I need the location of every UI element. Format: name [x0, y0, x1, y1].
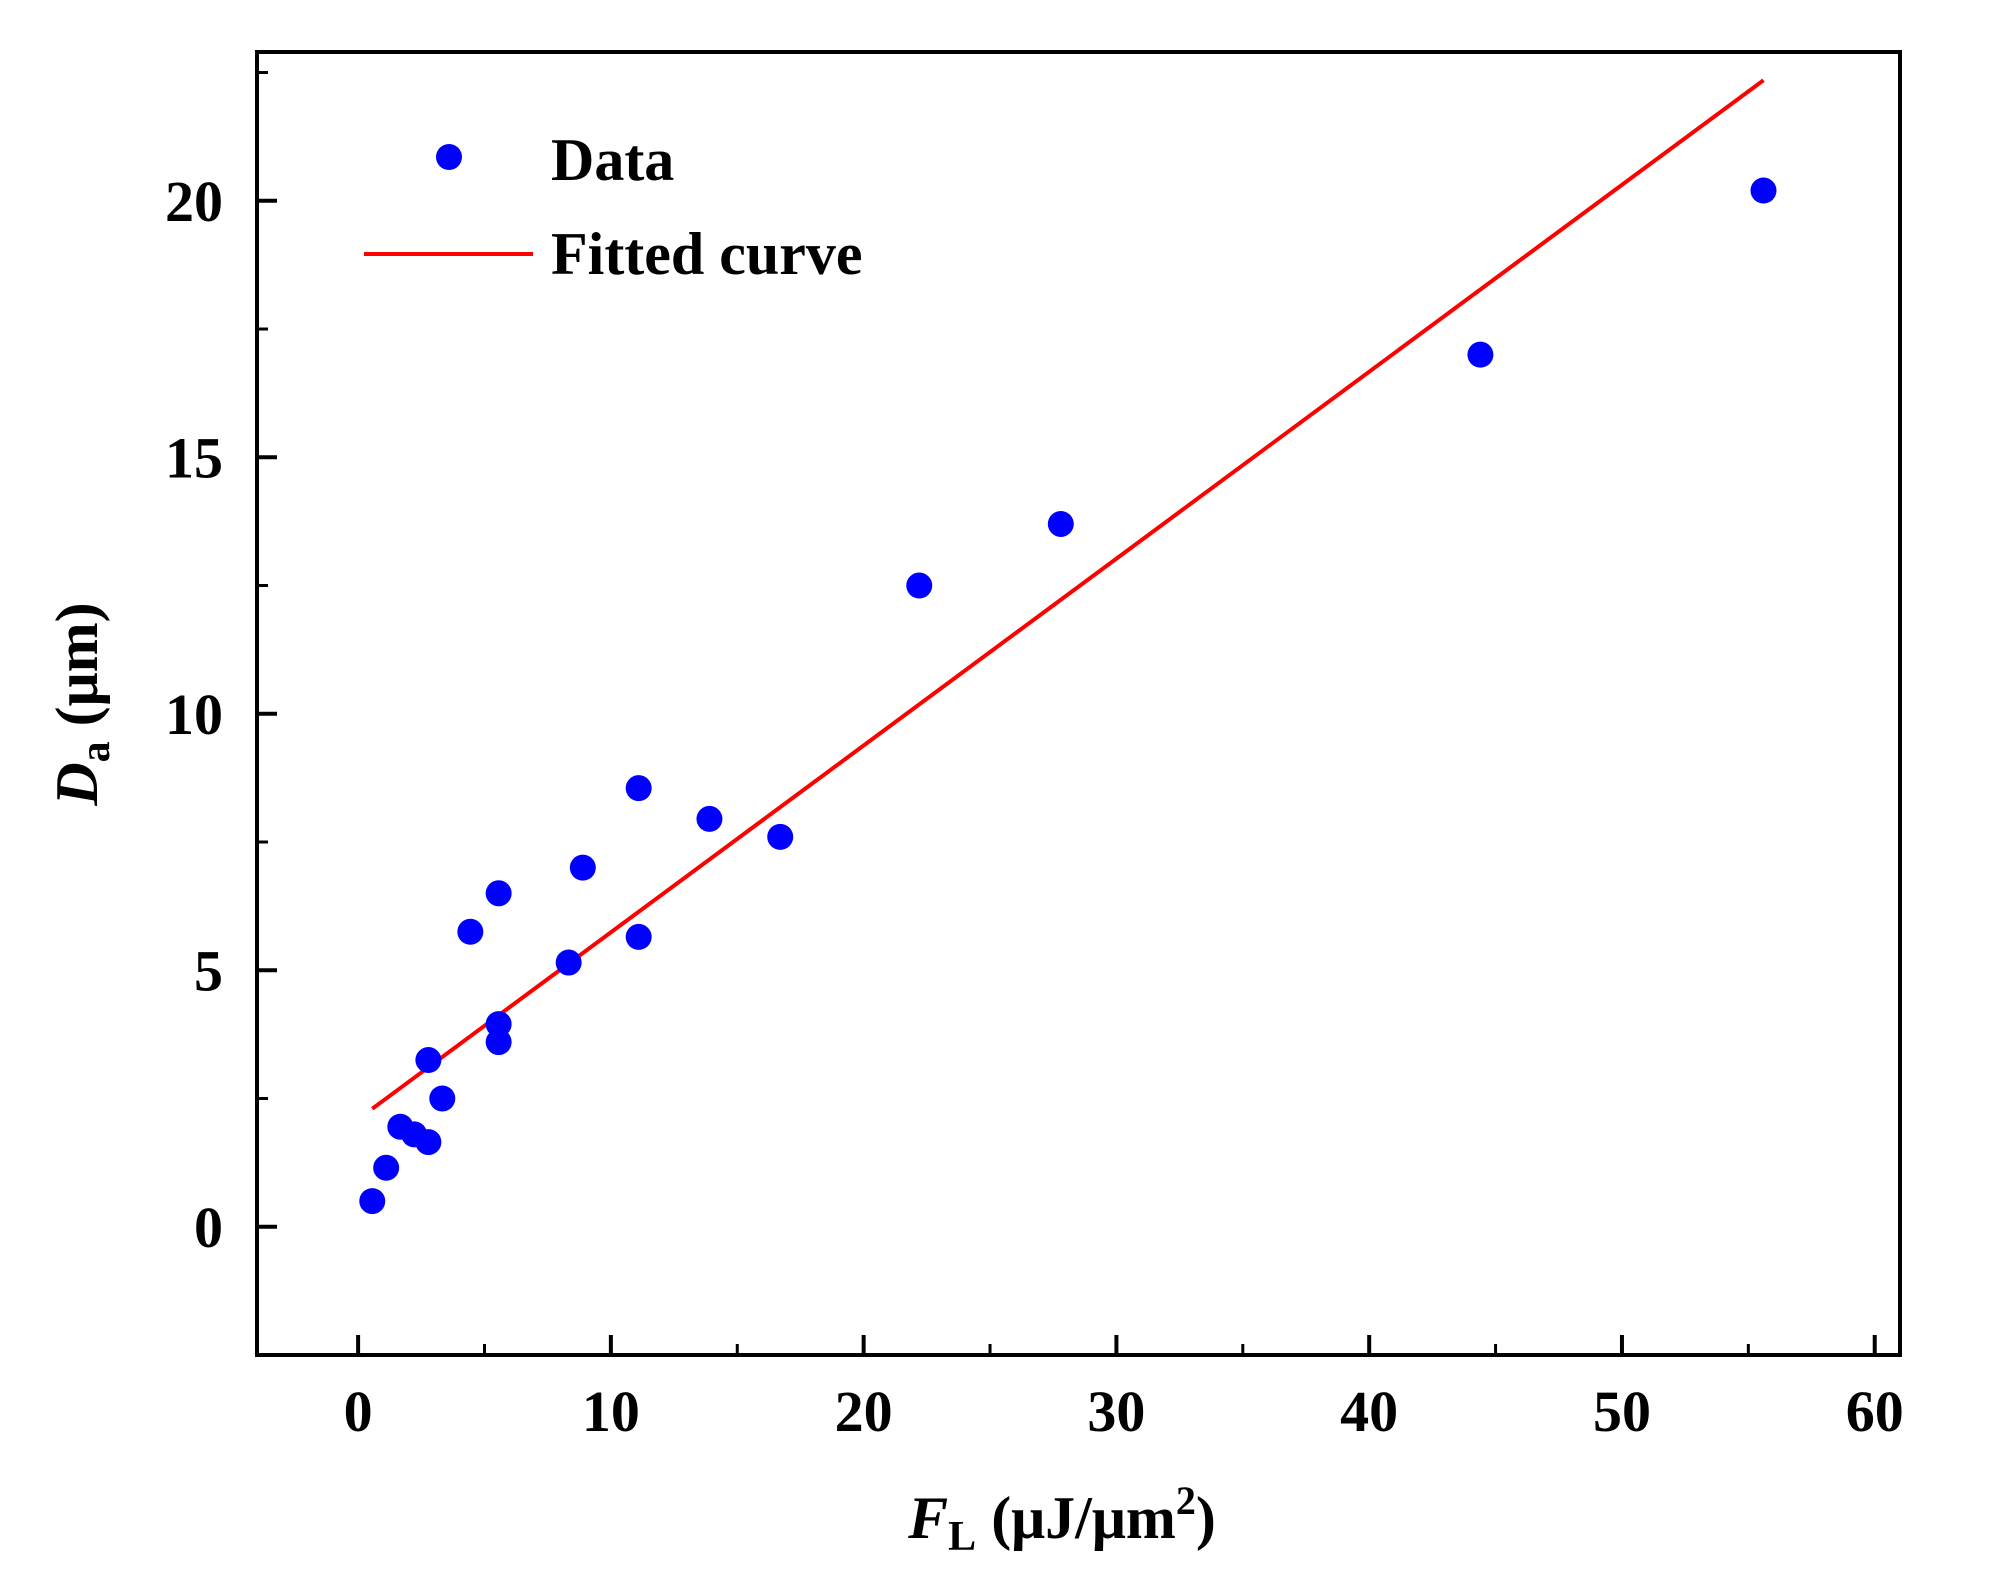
x-tick-label: 10	[582, 1379, 640, 1444]
x-axis-label: FL (μJ/μm2)	[907, 1478, 1216, 1560]
data-point	[906, 572, 933, 599]
data-point	[625, 923, 652, 950]
data-point	[1467, 341, 1494, 368]
data-point	[696, 805, 723, 832]
axis-ticks: 0 10 20 30 40 50 60 0 5 10 15 20	[165, 71, 1904, 1444]
y-tick-label: 20	[165, 169, 223, 234]
data-point	[415, 1047, 442, 1074]
fitted-curve-layer	[371, 78, 1765, 1111]
x-tick-label: 60	[1846, 1379, 1904, 1444]
x-tick-label: 50	[1593, 1379, 1651, 1444]
data-points-layer	[359, 177, 1777, 1215]
y-axis-subscript: a	[73, 741, 119, 762]
x-tick-label: 40	[1340, 1379, 1398, 1444]
y-axis-units: (μm)	[44, 602, 110, 741]
data-point	[485, 880, 512, 907]
y-tick-label: 5	[194, 938, 223, 1003]
data-point	[485, 1011, 512, 1038]
fitted-curve-line	[371, 78, 1765, 1111]
legend: Data Fitted curve	[364, 127, 863, 287]
x-axis-subscript: L	[948, 1514, 976, 1560]
x-axis-units-superscript: 2	[1176, 1478, 1196, 1523]
data-point	[429, 1085, 456, 1112]
y-tick-label: 15	[165, 425, 223, 490]
y-tick-label: 0	[194, 1195, 223, 1260]
x-tick-label: 0	[344, 1379, 373, 1444]
x-tick-label: 30	[1087, 1379, 1145, 1444]
data-point	[625, 775, 652, 802]
data-point	[1750, 177, 1777, 204]
data-point	[555, 949, 582, 976]
legend-fit-label: Fitted curve	[551, 221, 863, 287]
data-point	[1047, 510, 1074, 537]
data-point	[569, 854, 596, 881]
data-point	[485, 1029, 512, 1056]
plot-frame	[255, 50, 1902, 1357]
y-axis-symbol: D	[44, 762, 110, 806]
x-axis-units: (μJ/μm	[976, 1485, 1176, 1551]
data-point	[359, 1188, 386, 1215]
legend-data-marker	[436, 144, 462, 170]
data-point	[457, 918, 484, 945]
data-point	[415, 1129, 442, 1156]
data-point	[767, 823, 794, 850]
x-tick-label: 20	[835, 1379, 893, 1444]
data-point	[373, 1154, 400, 1181]
y-axis-label: Da (μm)	[44, 602, 119, 806]
legend-data-label: Data	[551, 127, 674, 193]
y-tick-label: 10	[165, 682, 223, 747]
x-axis-symbol: F	[907, 1485, 948, 1551]
x-axis-units-close: )	[1196, 1485, 1216, 1551]
